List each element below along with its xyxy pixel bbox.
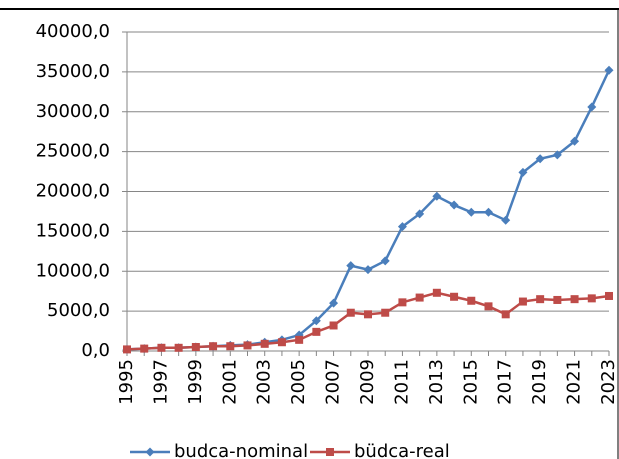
legend-marker: [145, 447, 155, 457]
y-tick-label: 0,0: [81, 340, 110, 361]
y-tick-label: 15000,0: [36, 220, 110, 241]
legend-label: budca-nominal: [174, 441, 308, 459]
x-tick-label: 1999: [185, 359, 206, 405]
point-marker: [243, 341, 252, 350]
point-marker: [380, 256, 390, 266]
point-marker: [260, 339, 269, 348]
point-marker: [587, 294, 596, 303]
point-marker: [312, 327, 321, 336]
point-marker: [570, 295, 579, 304]
y-tick-label: 20000,0: [36, 181, 110, 202]
point-marker: [346, 261, 356, 271]
legend-label: büdca-real: [354, 441, 450, 459]
point-marker: [518, 297, 527, 306]
point-marker: [346, 308, 355, 317]
point-marker: [432, 191, 442, 201]
point-marker: [484, 302, 493, 311]
point-marker: [570, 136, 580, 146]
point-marker: [329, 321, 338, 330]
point-marker: [605, 291, 613, 300]
point-marker: [398, 298, 407, 307]
point-marker: [191, 343, 200, 352]
point-marker: [467, 296, 476, 305]
y-tick-label: 30000,0: [36, 101, 110, 122]
point-marker: [415, 293, 424, 302]
x-tick-label: 1995: [116, 359, 137, 405]
point-marker: [226, 342, 235, 351]
point-marker: [536, 295, 545, 304]
point-marker: [432, 288, 441, 297]
x-tick-label: 2005: [288, 359, 309, 405]
point-marker: [364, 310, 372, 319]
point-marker: [157, 343, 166, 352]
x-tick-label: 2015: [460, 359, 481, 405]
point-marker: [295, 335, 304, 344]
x-tick-label: 2017: [495, 359, 516, 405]
point-marker: [329, 298, 339, 308]
x-tick-label: 2011: [391, 359, 412, 405]
point-marker: [553, 295, 562, 304]
y-tick-label: 35000,0: [36, 61, 110, 82]
y-tick-label: 25000,0: [36, 141, 110, 162]
x-tick-label: 2007: [323, 359, 344, 405]
point-marker: [501, 215, 511, 225]
point-marker: [174, 343, 183, 352]
point-marker: [381, 308, 390, 317]
x-tick-label: 2009: [357, 359, 378, 405]
x-tick-label: 2003: [254, 359, 275, 405]
x-tick-label: 2021: [564, 359, 585, 405]
point-marker: [123, 345, 131, 354]
point-marker: [604, 65, 614, 75]
point-marker: [311, 316, 321, 326]
point-marker: [397, 222, 407, 232]
point-marker: [277, 338, 286, 347]
point-marker: [484, 207, 493, 217]
point-marker: [415, 209, 425, 219]
y-tick-label: 10000,0: [36, 260, 110, 281]
point-marker: [363, 265, 373, 275]
x-tick-label: 2023: [598, 359, 619, 405]
point-marker: [535, 154, 545, 164]
point-marker: [450, 292, 459, 301]
point-marker: [466, 207, 476, 217]
legend-marker: [326, 448, 334, 456]
point-marker: [587, 102, 597, 112]
point-marker: [140, 344, 149, 353]
point-marker: [209, 342, 218, 351]
point-marker: [449, 200, 459, 210]
point-marker: [501, 310, 510, 319]
x-tick-label: 2013: [426, 359, 447, 405]
point-marker: [518, 167, 528, 177]
x-tick-label: 1997: [150, 359, 171, 405]
y-tick-label: 40000,0: [36, 21, 110, 42]
x-tick-label: 2001: [219, 359, 240, 405]
point-marker: [552, 150, 562, 160]
y-tick-label: 5000,0: [47, 300, 110, 321]
x-tick-label: 2019: [529, 359, 550, 405]
